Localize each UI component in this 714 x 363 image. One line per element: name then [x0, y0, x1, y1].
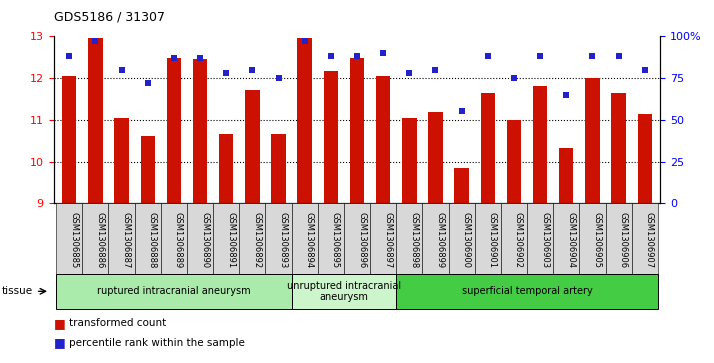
Text: GSM1306894: GSM1306894	[305, 212, 313, 269]
Bar	[62, 76, 76, 203]
Point	[456, 109, 468, 114]
Text: GSM1306898: GSM1306898	[409, 212, 418, 269]
Bar	[402, 118, 416, 203]
Point	[508, 75, 520, 81]
Point	[273, 75, 284, 81]
Bar	[166, 58, 181, 203]
Text: GSM1306900: GSM1306900	[462, 212, 471, 269]
Text: superficial temporal artery: superficial temporal artery	[462, 286, 593, 296]
Bar	[638, 114, 652, 203]
Text: GSM1306904: GSM1306904	[566, 212, 575, 269]
Bar	[376, 76, 391, 203]
Text: GSM1306886: GSM1306886	[96, 212, 104, 269]
Text: GSM1306887: GSM1306887	[121, 212, 131, 269]
Bar	[219, 134, 233, 203]
Bar	[454, 168, 469, 203]
Text: GSM1306903: GSM1306903	[540, 212, 549, 269]
Text: GSM1306889: GSM1306889	[174, 212, 183, 269]
Bar	[193, 59, 207, 203]
Bar	[298, 38, 312, 203]
Text: GSM1306907: GSM1306907	[645, 212, 654, 269]
Text: GSM1306891: GSM1306891	[226, 212, 235, 269]
Point	[246, 67, 258, 73]
Point	[221, 70, 232, 76]
Bar	[323, 70, 338, 203]
Bar	[585, 78, 600, 203]
Point	[64, 53, 75, 59]
Text: GSM1306885: GSM1306885	[69, 212, 79, 269]
Text: ruptured intracranial aneurysm: ruptured intracranial aneurysm	[97, 286, 251, 296]
Text: GSM1306895: GSM1306895	[331, 212, 340, 269]
Point	[482, 53, 493, 59]
Point	[116, 67, 127, 73]
Bar	[481, 93, 495, 203]
Point	[194, 55, 206, 61]
Text: GSM1306893: GSM1306893	[278, 212, 288, 269]
Bar	[428, 112, 443, 203]
Bar	[533, 86, 548, 203]
Text: GSM1306902: GSM1306902	[514, 212, 523, 269]
Text: percentile rank within the sample: percentile rank within the sample	[69, 338, 245, 348]
Text: tissue: tissue	[1, 286, 33, 296]
Text: GSM1306899: GSM1306899	[436, 212, 445, 269]
Bar	[245, 90, 260, 203]
Point	[403, 70, 415, 76]
Text: GSM1306906: GSM1306906	[618, 212, 628, 269]
Text: transformed count: transformed count	[69, 318, 166, 328]
Point	[90, 38, 101, 44]
Text: ■: ■	[54, 317, 65, 330]
Text: GSM1306901: GSM1306901	[488, 212, 497, 269]
Text: unruptured intracranial
aneurysm: unruptured intracranial aneurysm	[287, 281, 401, 302]
Text: GDS5186 / 31307: GDS5186 / 31307	[54, 11, 164, 24]
Text: GSM1306892: GSM1306892	[252, 212, 261, 269]
Text: GSM1306888: GSM1306888	[148, 212, 157, 269]
Text: GSM1306905: GSM1306905	[593, 212, 601, 269]
Text: GSM1306890: GSM1306890	[200, 212, 209, 269]
Point	[534, 53, 545, 59]
Point	[169, 55, 180, 61]
Text: GSM1306897: GSM1306897	[383, 212, 392, 269]
Point	[299, 38, 311, 44]
Bar	[350, 58, 364, 203]
Point	[430, 67, 441, 73]
Text: GSM1306896: GSM1306896	[357, 212, 366, 269]
Bar	[271, 134, 286, 203]
Bar	[89, 38, 103, 203]
Bar	[141, 136, 155, 203]
Point	[639, 67, 650, 73]
Point	[325, 53, 336, 59]
Bar	[507, 120, 521, 203]
Point	[378, 50, 389, 56]
Bar	[114, 118, 129, 203]
Point	[560, 92, 572, 98]
Point	[587, 53, 598, 59]
Point	[351, 53, 363, 59]
Text: ■: ■	[54, 337, 65, 350]
Point	[142, 80, 154, 86]
Point	[613, 53, 624, 59]
Bar	[559, 148, 573, 203]
Bar	[611, 93, 625, 203]
